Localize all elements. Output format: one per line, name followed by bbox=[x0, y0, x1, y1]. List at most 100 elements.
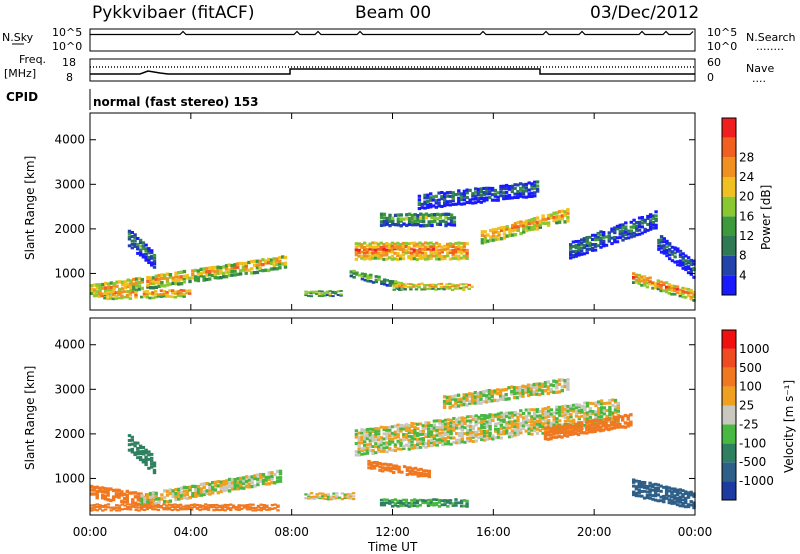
power-echo-cell bbox=[438, 222, 443, 227]
freq-panel bbox=[89, 58, 696, 82]
velocity-echo-cell bbox=[662, 494, 666, 498]
power-echo-cell bbox=[208, 277, 212, 281]
power-echo-cell bbox=[585, 248, 589, 251]
velocity-echo-cell bbox=[216, 480, 220, 484]
velocity-echo-cell bbox=[217, 508, 222, 512]
velocity-echo-cell bbox=[566, 412, 570, 416]
velocity-echo-cell bbox=[512, 388, 517, 392]
power-echo-cell bbox=[443, 192, 447, 196]
power-echo-cell bbox=[432, 251, 436, 255]
power-ylabel: Slant Range [km] bbox=[23, 156, 37, 260]
power-echo-cell bbox=[160, 276, 164, 281]
power-echo-cell bbox=[454, 250, 458, 254]
power-echo-cell bbox=[447, 216, 451, 221]
power-echo-cell bbox=[120, 294, 124, 298]
velocity-echo-cell bbox=[418, 422, 423, 426]
power-echo-cell bbox=[317, 295, 322, 297]
velocity-echo-cell bbox=[454, 501, 458, 504]
velocity-echo-cell bbox=[386, 468, 390, 472]
velocity-echo-cell bbox=[254, 509, 258, 512]
velocity-echo-cell bbox=[535, 410, 540, 414]
power-echo-cell bbox=[665, 239, 669, 243]
power-echo-cell bbox=[580, 243, 584, 247]
power-echo-cell bbox=[435, 217, 440, 221]
power-echo-cell bbox=[149, 278, 153, 282]
velocity-echo-cell bbox=[529, 392, 534, 396]
power-echo-region bbox=[392, 282, 474, 292]
power-echo-cell bbox=[452, 216, 457, 220]
power-echo-region bbox=[127, 229, 157, 269]
power-echo-cell bbox=[423, 284, 427, 287]
velocity-echo-cell bbox=[127, 439, 132, 442]
power-echo-cell bbox=[511, 223, 515, 228]
velocity-echo-cell bbox=[577, 403, 581, 407]
velocity-echo-cell bbox=[95, 496, 99, 500]
velocity-echo-cell bbox=[177, 497, 181, 501]
velocity-echo-cell bbox=[365, 434, 370, 437]
power-echo-cell bbox=[151, 276, 156, 280]
power-echo-cell bbox=[507, 194, 512, 198]
velocity-echo-cell bbox=[422, 469, 426, 473]
power-echo-cell bbox=[555, 211, 559, 215]
power-echo-cell bbox=[451, 253, 455, 257]
power-echo-cell bbox=[414, 288, 419, 291]
power-echo-cell bbox=[134, 291, 138, 294]
velocity-echo-cell bbox=[372, 466, 377, 470]
power-echo-cell bbox=[454, 193, 458, 197]
power-echo-cell bbox=[640, 275, 644, 279]
power-echo-cell bbox=[456, 286, 460, 289]
power-echo-cell bbox=[516, 183, 520, 187]
power-echo-cell bbox=[462, 189, 467, 193]
velocity-echo-cell bbox=[264, 478, 268, 482]
velocity-echo-cell bbox=[580, 408, 584, 412]
velocity-echo-cell bbox=[569, 404, 573, 408]
velocity-echo-cell bbox=[504, 387, 508, 392]
power-echo-cell bbox=[357, 242, 361, 246]
velocity-echo-cell bbox=[441, 439, 445, 443]
velocity-echo-cell bbox=[389, 466, 393, 470]
power-echo-cell bbox=[224, 264, 229, 268]
power-echo-cell bbox=[632, 275, 636, 279]
velocity-echo-cell bbox=[140, 506, 144, 509]
power-echo-cell bbox=[497, 237, 501, 241]
power-echo-cell bbox=[530, 221, 534, 225]
power-echo-cell bbox=[213, 272, 217, 277]
velocity-echo-cell bbox=[558, 419, 562, 423]
power-echo-cell bbox=[385, 219, 389, 223]
power-echo-cell bbox=[499, 184, 503, 188]
power-echo-cell bbox=[653, 284, 658, 288]
velocity-echo-cell bbox=[512, 395, 517, 400]
power-echo-cell bbox=[485, 196, 489, 200]
power-echo-cell bbox=[494, 235, 498, 239]
power-echo-cell bbox=[258, 266, 262, 271]
velocity-echo-cell bbox=[607, 424, 611, 428]
velocity-echo-cell bbox=[594, 413, 598, 416]
power-echo-cell bbox=[382, 278, 387, 282]
power-echo-cell bbox=[402, 217, 406, 221]
power-echo-cell bbox=[496, 191, 500, 195]
power-colorbar-label: Power [dB] bbox=[759, 185, 773, 250]
power-echo-cell bbox=[365, 248, 370, 251]
velocity-echo-cell bbox=[407, 426, 411, 430]
velocity-echo-cell bbox=[477, 432, 481, 436]
velocity-echo-cell bbox=[499, 418, 503, 422]
velocity-echo-cell bbox=[568, 432, 572, 437]
power-echo-cell bbox=[376, 247, 381, 251]
power-echo-cell bbox=[451, 245, 455, 249]
velocity-echo-cell bbox=[427, 442, 431, 445]
power-echo-cell bbox=[416, 214, 420, 218]
velocity-echo-cell bbox=[560, 378, 564, 382]
velocity-echo-cell bbox=[470, 392, 475, 396]
velocity-echo-cell bbox=[227, 489, 232, 493]
power-echo-cell bbox=[689, 288, 693, 292]
velocity-echo-cell bbox=[549, 427, 553, 431]
velocity-echo-cell bbox=[188, 495, 192, 500]
power-echo-cell bbox=[379, 251, 383, 255]
power-echo-cell bbox=[468, 198, 472, 202]
power-echo-cell bbox=[255, 259, 260, 263]
power-echo-cell bbox=[533, 194, 537, 198]
power-echo-cell bbox=[437, 242, 442, 246]
power-echo-cell bbox=[621, 238, 625, 242]
time-tick-label: 04:00 bbox=[174, 525, 209, 539]
velocity-echo-cell bbox=[474, 417, 478, 421]
